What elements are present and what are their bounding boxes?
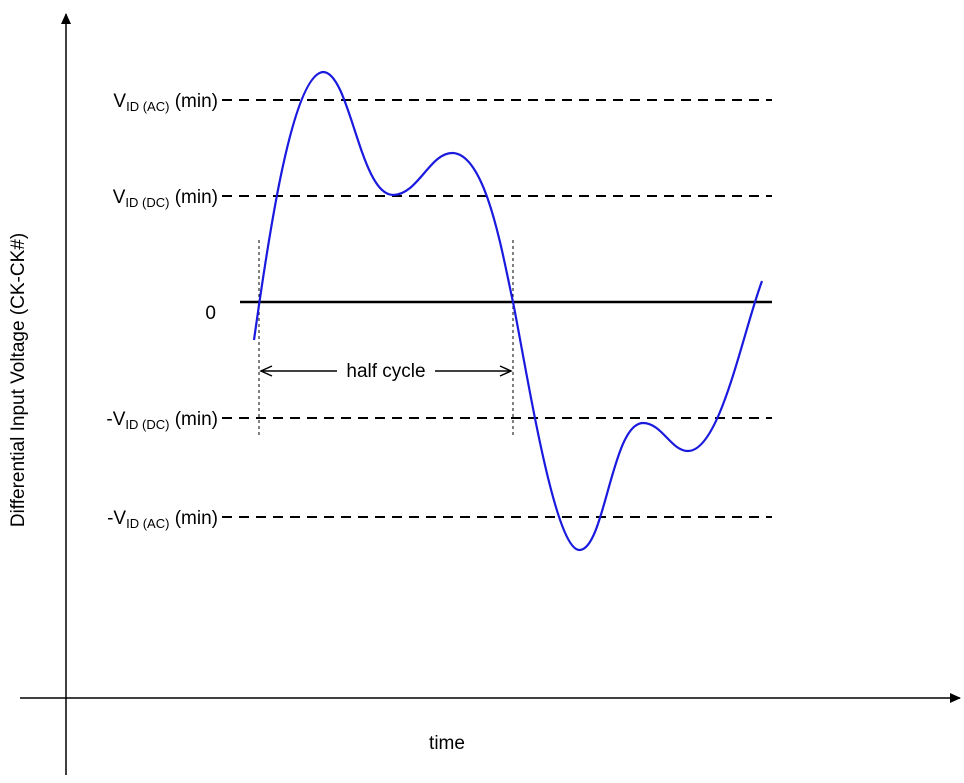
- x-axis-label: time: [429, 733, 465, 754]
- differential-waveform: [252, 70, 764, 552]
- y-axis-label: Differential Input Voltage (CK-CK#): [8, 233, 29, 527]
- vid-dc-neg-label: -VID (DC) (min): [106, 409, 218, 432]
- vid-ac-pos-label: VID (AC) (min): [113, 91, 218, 114]
- vid-ac-neg-label: -VID (AC) (min): [107, 508, 218, 531]
- vid-dc-pos-label: VID (DC) (min): [113, 187, 218, 210]
- zero-label: 0: [205, 303, 216, 324]
- half-cycle-label: half cycle: [346, 361, 425, 382]
